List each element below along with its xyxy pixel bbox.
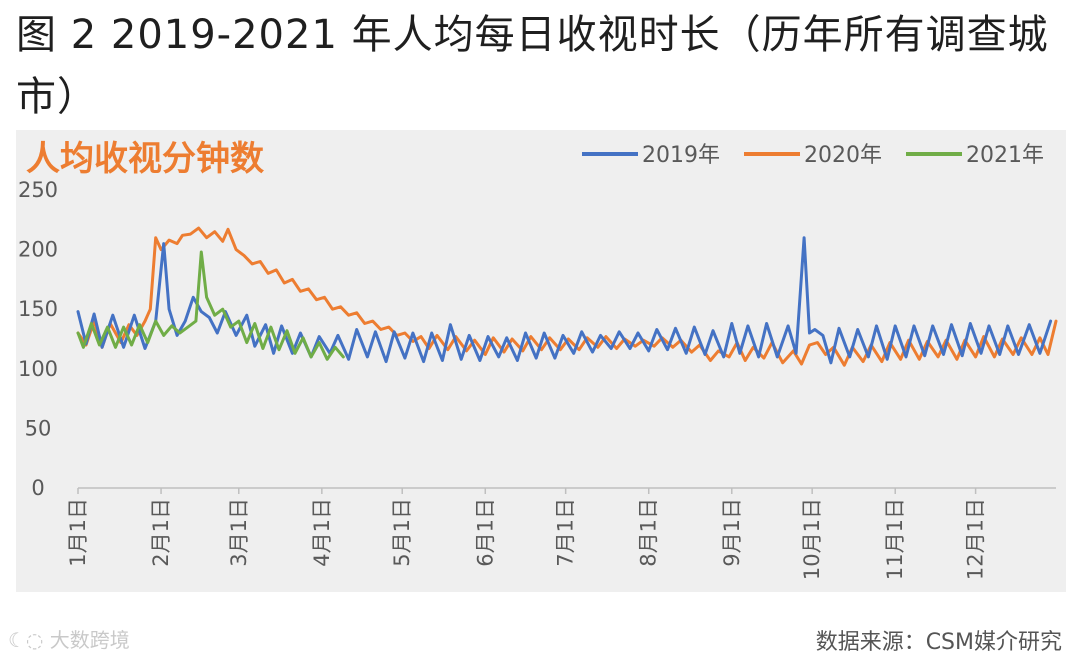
legend: 2019年 2020年 2021年 (582, 143, 1044, 168)
legend-label: 2019年 (642, 143, 720, 168)
series-line-2021 (76, 250, 345, 361)
y-tick-label: 50 (25, 416, 52, 440)
x-tick-label: 1月1日 (66, 498, 90, 567)
x-tick-label: 12月1日 (964, 498, 988, 580)
figure-title: 图 2 2019-2021 年人均每日收视时长（历年所有调查城市） (16, 12, 1049, 120)
y-axis: 0 50 100 150 200 250 (18, 178, 58, 500)
x-tick-label: 4月1日 (310, 498, 334, 567)
y-tick-label: 100 (18, 357, 58, 381)
chart-panel: 人均收视分钟数 2019年 2020年 2021年 0 50 100 150 200 250 … (16, 130, 1066, 592)
chart-title: 人均收视分钟数 (26, 139, 264, 179)
legend-label: 2021年 (966, 143, 1044, 168)
x-tick-label: 8月1日 (637, 498, 661, 567)
x-tick-label: 2月1日 (149, 498, 173, 567)
plot-lines (76, 226, 1058, 367)
watermark-text: 大数跨境 (49, 628, 130, 652)
y-tick-label: 0 (31, 476, 44, 500)
x-axis: 1月1日 2月1日 3月1日 4月1日 5月1日 6月1日 7月1日 8月1日 9月1日 10月1… (66, 487, 1056, 580)
x-tick-label: 10月1日 (800, 498, 824, 580)
watermark-logo: ☾◌ 大数跨境 (8, 624, 130, 653)
line-chart: 人均收视分钟数 2019年 2020年 2021年 050100150200250 … (18, 139, 1058, 580)
legend-label: 2020年 (804, 143, 882, 168)
y-tick-label: 200 (18, 238, 58, 262)
y-tick-label: 150 (18, 297, 58, 321)
series-line-2020 (76, 226, 1058, 367)
x-tick-label: 7月1日 (554, 498, 578, 567)
x-tick-label: 9月1日 (720, 498, 744, 567)
x-tick-label: 5月1日 (390, 498, 414, 567)
source-note: 数据来源：CSM媒介研究 (815, 630, 1062, 655)
x-tick-label: 11月1日 (883, 498, 907, 580)
y-tick-label: 250 (18, 178, 58, 202)
logo-icon: ☾◌ (8, 628, 44, 652)
x-tick-label: 3月1日 (227, 498, 251, 567)
x-tick-label: 6月1日 (473, 498, 497, 567)
